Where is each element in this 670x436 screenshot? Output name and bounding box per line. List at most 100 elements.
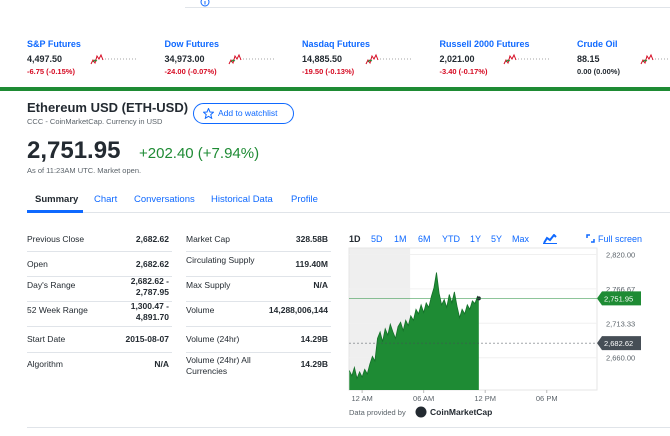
tab[interactable]: Historical Data xyxy=(211,194,273,205)
x-tick-label: 12 PM xyxy=(474,394,496,403)
ticker-name[interactable]: Nasdaq Futures xyxy=(302,39,371,49)
sparkline-trace-up xyxy=(230,59,235,63)
ticker-name[interactable]: Crude Oil xyxy=(577,39,618,49)
row-rule xyxy=(27,251,172,252)
quote-title: Ethereum USD (ETH-USD) xyxy=(27,100,189,115)
ticker-price: 2,021.00 xyxy=(439,54,475,64)
range-button[interactable]: 6M xyxy=(418,234,431,244)
stat-value: N/A xyxy=(313,280,328,290)
ticker-name[interactable]: Russell 2000 Futures xyxy=(439,39,530,49)
sparkline-trace xyxy=(228,53,241,65)
ticker-change: -24.00 (-0.07%) xyxy=(164,67,217,76)
stat-label: Open xyxy=(27,259,48,269)
tab-underline xyxy=(27,210,83,213)
y-tick-label: 2,713.33 xyxy=(606,319,635,328)
as-of: As of 11:23AM UTC. Market open. xyxy=(27,166,142,175)
x-tick-label: 06 PM xyxy=(536,394,558,403)
price-chart: 2,820.00 2,766.67 2,713.33 2,660.00 12 AM 06 … xyxy=(348,247,641,418)
row-rule xyxy=(186,301,331,302)
ticker-change: 0.00 (0.00%) xyxy=(577,67,620,76)
tab[interactable]: Profile xyxy=(291,194,318,205)
range-button[interactable]: 1Y xyxy=(470,234,482,244)
watchlist-label: Add to watchlist xyxy=(218,108,278,118)
sparkline-trace-up xyxy=(92,59,98,63)
row-rule xyxy=(186,276,331,277)
row-rule xyxy=(27,326,172,327)
ticker-name[interactable]: Dow Futures xyxy=(164,39,220,49)
sparkline xyxy=(640,53,670,65)
ticker-change: -6.75 (-0.15%) xyxy=(27,67,75,76)
range-button[interactable]: Max xyxy=(512,234,530,244)
ticker-name[interactable]: S&P Futures xyxy=(27,39,81,49)
row-rule xyxy=(27,276,172,277)
stat-label: Previous Close xyxy=(27,234,85,244)
stat-value: 14,288,006,144 xyxy=(268,305,328,315)
tab[interactable]: Conversations xyxy=(134,194,195,205)
sparkline-trace xyxy=(503,53,516,65)
stat-value: 1,300.47 - 4,891.70 xyxy=(130,301,169,322)
quote-change: +202.40 (+7.94%) xyxy=(139,145,260,162)
stat-value: 2,682.62 - 2,787.95 xyxy=(130,276,169,297)
x-tick-label: 12 AM xyxy=(351,394,372,403)
sparkline-trace xyxy=(640,53,654,65)
ticker-price: 34,973.00 xyxy=(164,54,205,64)
row-rule xyxy=(186,352,331,353)
range-button[interactable]: YTD xyxy=(442,234,460,244)
marker-label: 2,682.62 xyxy=(604,339,633,348)
row-rule xyxy=(27,301,172,302)
y-tick-label: 2,820.00 xyxy=(606,250,635,259)
ticker-price: 14,885.50 xyxy=(302,54,343,64)
info-icon xyxy=(200,0,210,7)
row-rule xyxy=(186,326,331,327)
row-rule xyxy=(186,251,331,252)
stat-label: Market Cap xyxy=(186,234,230,244)
sparkline-trace-up xyxy=(642,59,648,63)
sparkline-trace-up xyxy=(505,59,510,63)
sparkline xyxy=(228,53,274,65)
stat-label: Circulating Supply xyxy=(186,255,255,265)
range-button[interactable]: 5Y xyxy=(491,234,503,244)
stat-label: Algorithm xyxy=(27,359,63,369)
stat-label: Day's Range xyxy=(27,280,76,290)
ticker-change: -19.50 (-0.13%) xyxy=(302,67,355,76)
range-button[interactable]: 5D xyxy=(371,234,383,244)
quote-subtitle: CCC - CoinMarketCap. Currency in USD xyxy=(27,117,163,126)
stat-value: 14.29B xyxy=(300,334,328,344)
row-rule xyxy=(27,352,172,353)
price-line xyxy=(348,272,480,380)
provider-name: CoinMarketCap xyxy=(430,407,492,417)
stat-value: N/A xyxy=(154,359,169,369)
chart-type-icon[interactable] xyxy=(543,234,557,244)
full-screen[interactable]: Full screen xyxy=(598,234,643,244)
x-tick-label: 06 AM xyxy=(413,394,434,403)
full-screen-icon[interactable] xyxy=(586,234,595,243)
stat-label: Volume (24hr) All Currencies xyxy=(186,355,251,376)
stat-value: 328.58B xyxy=(295,234,328,244)
stat-label: 52 Week Range xyxy=(27,305,88,315)
tab[interactable]: Summary xyxy=(35,194,79,205)
sparkline xyxy=(365,53,411,65)
sparkline-trace xyxy=(365,53,379,65)
sparkline xyxy=(503,53,549,65)
stat-value: 2015-08-07 xyxy=(125,334,169,344)
tab-rule xyxy=(27,212,670,213)
y-tick-label: 2,660.00 xyxy=(606,354,635,363)
stat-label: Max Supply xyxy=(186,280,231,290)
divider xyxy=(0,87,670,91)
stat-value: 119.40M xyxy=(295,259,328,269)
marker-box xyxy=(597,291,641,306)
sparkline xyxy=(90,53,136,65)
sparkline-trace xyxy=(90,53,104,65)
stat-value: 14.29B xyxy=(300,359,328,369)
quote-price: 2,751.95 xyxy=(27,137,121,164)
bottom-rule xyxy=(27,427,670,428)
stat-label: Volume xyxy=(186,305,215,315)
range-button[interactable]: 1D xyxy=(349,234,361,244)
marker-box xyxy=(597,336,641,351)
provider-logo xyxy=(415,406,427,418)
tab[interactable]: Chart xyxy=(94,194,118,205)
watchlist-button[interactable]: Add to watchlist xyxy=(193,103,294,124)
sparkline-trace-up xyxy=(367,59,373,63)
range-button[interactable]: 1M xyxy=(394,234,407,244)
